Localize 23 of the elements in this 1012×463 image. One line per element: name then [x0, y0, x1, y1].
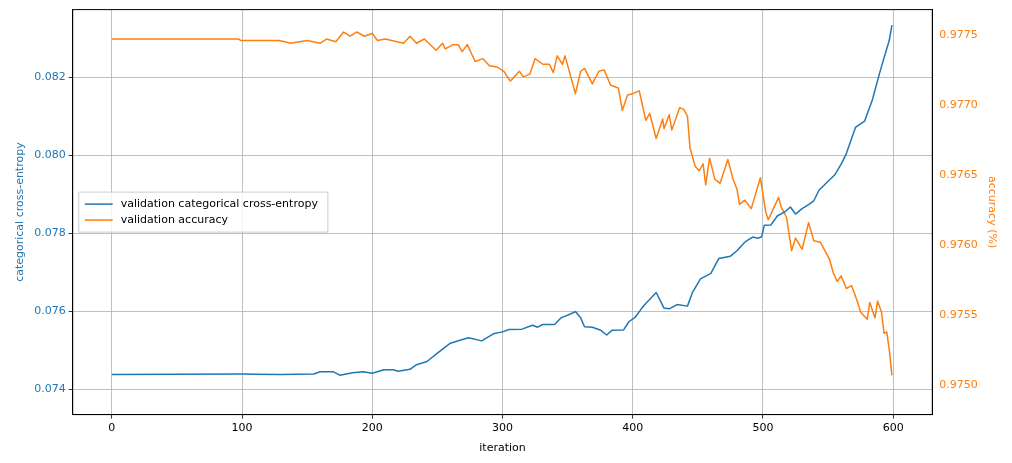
y-axis-title: categorical cross-entropy [13, 141, 27, 282]
x-tick-label: 300 [492, 421, 513, 435]
x-axis-title: iteration [479, 441, 526, 455]
y2-tick-label: 0.9770 [939, 97, 978, 111]
y-tick-label: 0.080 [34, 147, 66, 161]
y2-tick-label: 0.9760 [939, 237, 978, 251]
y2-tick-label: 0.9775 [939, 27, 978, 41]
y2-tick-label: 0.9755 [939, 307, 978, 321]
y2-axis-title: accuracy (%) [985, 176, 999, 249]
y-tick-label: 0.076 [34, 304, 66, 318]
x-tick-label: 400 [622, 421, 644, 435]
x-tick-label: 0 [108, 421, 116, 435]
y-tick-label: 0.082 [34, 69, 66, 83]
x-tick-label: 600 [882, 421, 904, 435]
y2-tick-label: 0.9765 [939, 167, 978, 181]
y-tick-label: 0.074 [34, 382, 66, 396]
legend-label: validation accuracy [120, 212, 229, 226]
x-tick-label: 100 [231, 421, 253, 435]
y2-tick-label: 0.9750 [939, 378, 978, 392]
x-tick-label: 200 [361, 421, 383, 435]
y-tick-label: 0.078 [34, 226, 66, 240]
legend-label: validation categorical cross-entropy [120, 196, 319, 210]
x-tick-label: 500 [752, 421, 774, 435]
